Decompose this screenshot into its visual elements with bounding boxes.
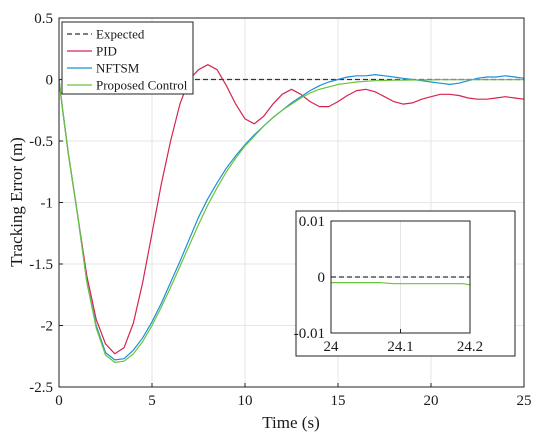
legend-label-expected: Expected [96,27,145,42]
inset-x-tick-label: 24.1 [387,339,413,355]
main-x-tick-label: 25 [517,393,532,409]
inset-series-proposed-control [331,282,471,286]
main-x-tick-label: 5 [148,393,156,409]
inset-plot-frame [330,220,471,334]
main-y-tick-label: -0.5 [29,134,53,150]
legend-label-pid: PID [96,44,117,59]
main-tick-labels: 0 5 10 15 20 25 0.5 0 -0.5 -1 -1.5 -2 -2.5 [29,11,531,409]
main-y-tick-label: -1.5 [29,257,53,273]
main-y-tick-label: -1 [41,196,54,212]
inset-series-lines [331,276,471,286]
inset-y-tick-label: 0 [318,270,326,286]
main-y-tick-label: -2.5 [29,380,53,396]
main-x-tick-label: 0 [55,393,63,409]
main-series-proposed-control [58,79,524,363]
main-y-tick-label: 0 [46,73,54,89]
main-plot-frame [58,17,525,388]
legend: Expected PID NFTSM Proposed Control [61,21,194,95]
main-x-tick-label: 15 [331,393,346,409]
main-y-tick-label: -2 [41,319,54,335]
inset-x-tick-label: 24.2 [457,339,483,355]
main-series-pid [58,64,525,355]
legend-label-proposed-control: Proposed Control [96,78,188,93]
legend-label-nftsm: NFTSM [96,61,140,76]
inset-tick-labels: 24 24.1 24.2 0.01 0 -0.01 [294,214,483,355]
y-axis-label: Tracking Error (m) [7,137,26,267]
x-axis-label: Time (s) [262,413,319,432]
main-x-tick-label: 20 [424,393,439,409]
main-x-tick-label: 10 [238,393,253,409]
main-y-tick-label: 0.5 [34,11,53,27]
inset-x-tick-label: 24 [324,339,340,355]
main-series-lines [58,64,525,363]
inset-zoom-chart: 24 24.1 24.2 0.01 0 -0.01 [294,210,516,357]
inset-y-tick-label: 0.01 [299,214,325,230]
inset-y-tick-label: -0.01 [294,326,325,342]
